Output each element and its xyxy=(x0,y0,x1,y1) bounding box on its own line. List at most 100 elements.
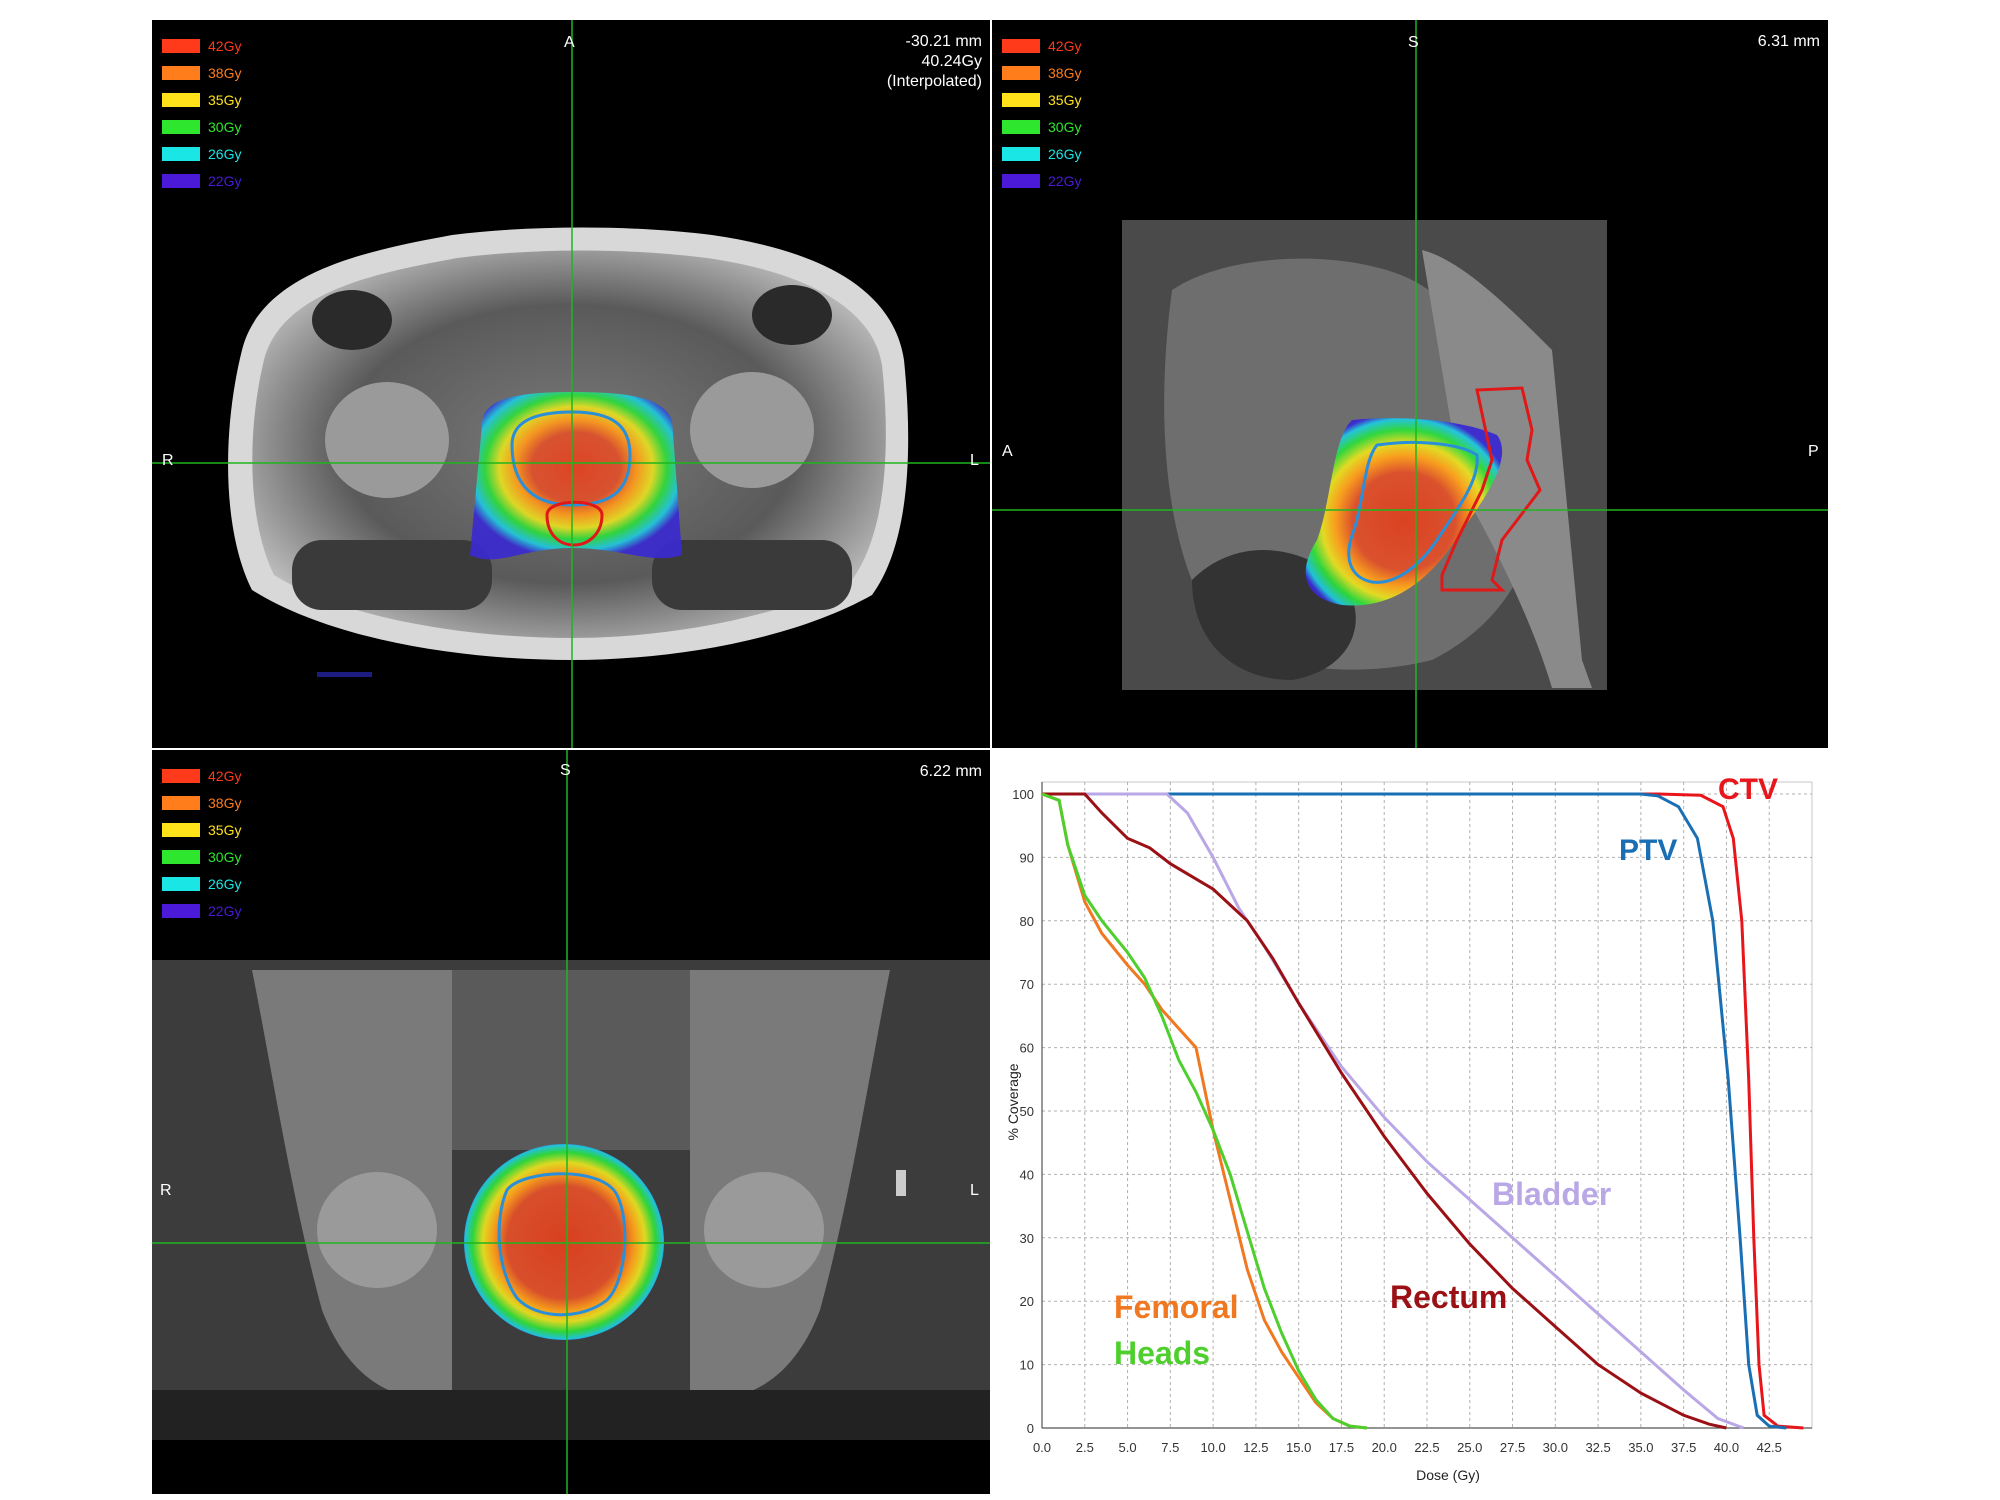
dose-legend-item: 35Gy xyxy=(162,816,241,843)
sagittal-orientation-top: S xyxy=(1408,34,1419,51)
y-tick-label: 40 xyxy=(1020,1167,1034,1182)
dvh-chart: 0.0 2.5 5.0 7.5 10.0 12.5 15.0 17.5 20.0 22.5 25.0… xyxy=(1005,773,1813,1483)
dose-legend-item: 30Gy xyxy=(162,113,241,140)
axial-view[interactable]: 42Gy 38Gy 35Gy 30Gy 26Gy 22Gy A R L -30.21 mm… xyxy=(152,20,990,748)
dose-legend-item: 26Gy xyxy=(162,870,241,897)
axial-rectum-contour xyxy=(545,500,604,547)
dose-swatch xyxy=(1002,92,1040,107)
x-tick-label: 7.5 xyxy=(1161,1440,1179,1455)
dose-legend-item: 30Gy xyxy=(1002,113,1081,140)
dose-swatch xyxy=(1002,173,1040,188)
y-tick-label: 20 xyxy=(1020,1294,1034,1309)
dvh-line-bladder xyxy=(1042,792,1745,1430)
dose-swatch xyxy=(162,119,200,134)
right-femoral-head xyxy=(325,382,449,498)
sagittal-ptv-contour xyxy=(1347,441,1479,584)
coronal-view[interactable]: 42Gy 38Gy 35Gy 30Gy 26Gy 22Gy S R L 6.22 mm xyxy=(152,750,990,1494)
axial-orientation-right: L xyxy=(970,452,979,469)
dose-legend-label: 30Gy xyxy=(1048,118,1082,135)
dose-legend-label: 30Gy xyxy=(208,848,242,865)
dose-legend-label: 30Gy xyxy=(208,118,242,135)
y-tick-label: 0 xyxy=(1027,1421,1034,1436)
dose-legend-label: 22Gy xyxy=(1048,172,1082,189)
dose-swatch xyxy=(1002,38,1040,53)
axial-interpolated-note: (Interpolated) xyxy=(886,73,982,90)
sagittal-view[interactable]: 42Gy 38Gy 35Gy 30Gy 26Gy 22Gy S A P 6.31 mm xyxy=(992,20,1828,748)
dose-swatch xyxy=(1002,146,1040,161)
dose-legend-label: 26Gy xyxy=(1048,145,1082,162)
sagittal-image xyxy=(992,20,1828,748)
dose-legend-item: 26Gy xyxy=(1002,140,1081,167)
dose-legend-label: 42Gy xyxy=(1048,37,1082,54)
x-tick-label: 5.0 xyxy=(1119,1440,1137,1455)
dvh-grid xyxy=(1041,781,1813,1429)
coronal-orientation-right: L xyxy=(970,1182,979,1199)
coronal-right-femoral-head xyxy=(317,1172,437,1288)
x-tick-label: 15.0 xyxy=(1286,1440,1311,1455)
dose-swatch xyxy=(162,849,200,864)
x-tick-label: 27.5 xyxy=(1500,1440,1525,1455)
axial-image xyxy=(152,20,990,748)
x-tick-label: 12.5 xyxy=(1243,1440,1268,1455)
heads-series-label: Heads xyxy=(1114,1335,1210,1371)
y-tick-label: 60 xyxy=(1020,1041,1034,1056)
dose-swatch xyxy=(162,903,200,918)
coronal-ptv-contour xyxy=(497,1172,627,1317)
axial-dose-value: 40.24Gy xyxy=(921,53,982,70)
dose-legend-item: 22Gy xyxy=(162,897,241,924)
x-tick-label: 40.0 xyxy=(1714,1440,1739,1455)
axial-orientation-top: A xyxy=(564,34,575,51)
dvh-y-axis-label: % Coverage xyxy=(1005,1063,1021,1140)
dose-legend-item: 26Gy xyxy=(162,140,241,167)
x-tick-label: 37.5 xyxy=(1671,1440,1696,1455)
dose-legend-label: 35Gy xyxy=(208,821,242,838)
femoral-series-label: Femoral xyxy=(1114,1289,1238,1325)
dvh-line-rectum xyxy=(1042,792,1727,1430)
dose-swatch xyxy=(162,768,200,783)
axial-readout: -30.21 mm 40.24Gy (Interpolated) xyxy=(887,32,982,92)
dvh-x-axis-label: Dose (Gy) xyxy=(1416,1467,1480,1483)
dose-legend-item: 42Gy xyxy=(162,762,241,789)
sagittal-dose-wash xyxy=(1305,418,1503,606)
y-tick-label: 70 xyxy=(1020,977,1034,992)
rectum-series-label: Rectum xyxy=(1390,1279,1507,1315)
x-tick-label: 25.0 xyxy=(1457,1440,1482,1455)
axial-orientation-left: R xyxy=(162,452,174,469)
dose-swatch xyxy=(162,146,200,161)
dose-swatch xyxy=(162,822,200,837)
coronal-left-femoral-head xyxy=(704,1172,824,1288)
dose-legend-label: 22Gy xyxy=(208,172,242,189)
dose-legend-label: 42Gy xyxy=(208,37,242,54)
left-femoral-head xyxy=(690,372,814,488)
dose-swatch xyxy=(162,876,200,891)
dose-legend-item: 38Gy xyxy=(162,789,241,816)
x-tick-label: 22.5 xyxy=(1414,1440,1439,1455)
dvh-line-ctv xyxy=(1042,792,1804,1430)
dvh-line-heads xyxy=(1041,792,1368,1430)
dose-legend-item: 42Gy xyxy=(1002,32,1081,59)
dose-legend-label: 38Gy xyxy=(208,64,242,81)
dose-legend-label: 26Gy xyxy=(208,875,242,892)
bladder-series-label: Bladder xyxy=(1492,1176,1611,1212)
coronal-dose-legend: 42Gy 38Gy 35Gy 30Gy 26Gy 22Gy xyxy=(162,762,241,924)
x-tick-label: 42.5 xyxy=(1757,1440,1782,1455)
dose-legend-label: 26Gy xyxy=(208,145,242,162)
coronal-position: 6.22 mm xyxy=(919,763,982,780)
axial-position: -30.21 mm xyxy=(905,33,982,50)
x-tick-label: 2.5 xyxy=(1076,1440,1094,1455)
dvh-series xyxy=(1041,792,1804,1430)
sagittal-orientation-right: P xyxy=(1808,443,1819,460)
sagittal-orientation-left: A xyxy=(1002,443,1013,460)
dose-legend-item: 30Gy xyxy=(162,843,241,870)
x-tick-label: 17.5 xyxy=(1329,1440,1354,1455)
dose-swatch xyxy=(1002,119,1040,134)
sagittal-dose-legend: 42Gy 38Gy 35Gy 30Gy 26Gy 22Gy xyxy=(1002,32,1081,194)
dose-legend-item: 42Gy xyxy=(162,32,241,59)
dvh-chart-panel: 0.0 2.5 5.0 7.5 10.0 12.5 15.0 17.5 20.0 22.5 25.0… xyxy=(992,750,1828,1494)
dvh-axes: 0.0 2.5 5.0 7.5 10.0 12.5 15.0 17.5 20.0 22.5 25.0… xyxy=(1012,782,1812,1455)
x-tick-label: 32.5 xyxy=(1585,1440,1610,1455)
dose-swatch xyxy=(1002,65,1040,80)
coronal-readout: 6.22 mm xyxy=(920,762,982,782)
sagittal-readout: 6.31 mm xyxy=(1758,32,1820,52)
dose-swatch xyxy=(162,38,200,53)
